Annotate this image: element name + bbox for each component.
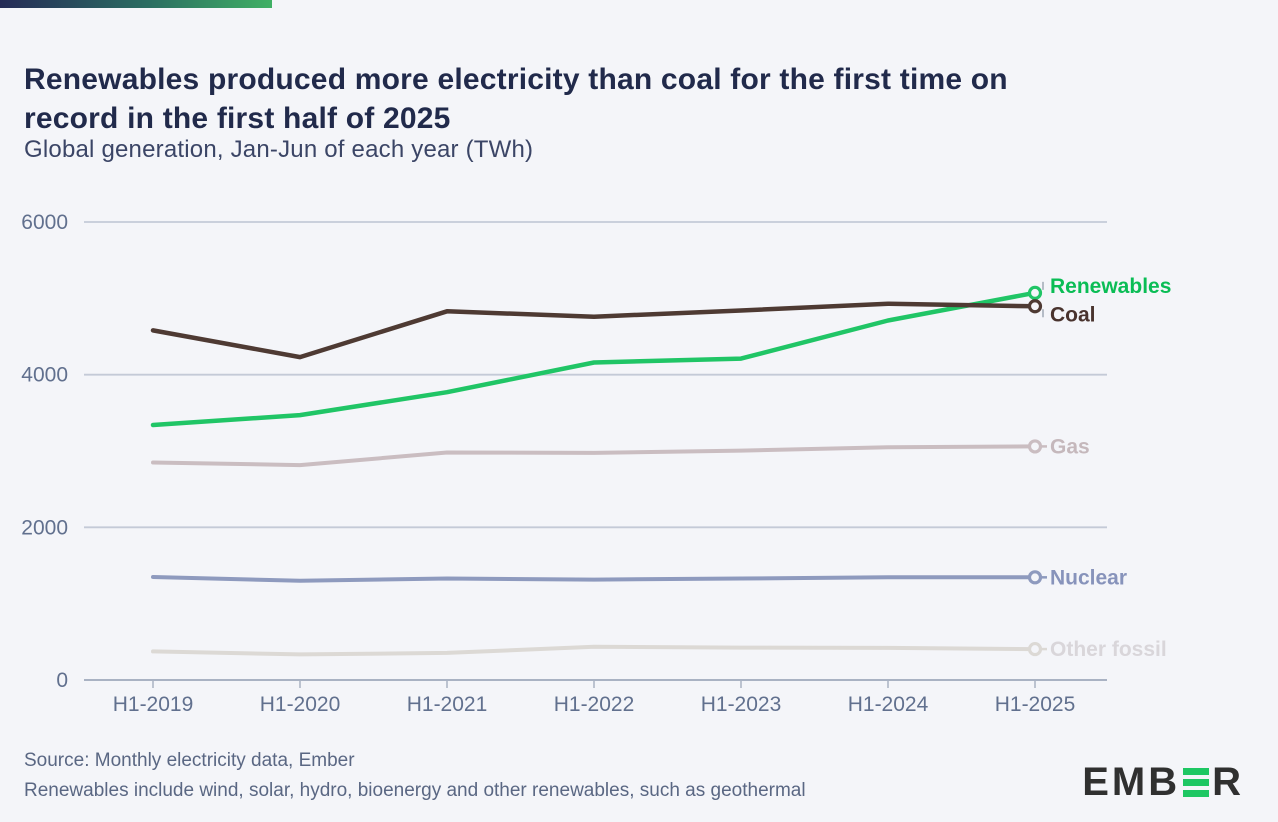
chart-subtitle: Global generation, Jan-Jun of each year … [24,136,534,163]
series-label-other-fossil: Other fossil [1050,638,1167,661]
y-tick-label-0: 0 [56,669,68,692]
endpoint-marker-renewables [1027,285,1043,300]
series-line-coal [150,301,1038,360]
series-line-nuclear [151,575,1037,583]
y-tick-label-2000: 2000 [21,516,68,539]
series-label-gas: Gas [1050,435,1090,458]
series-line-other-fossil [151,644,1037,657]
series-label-nuclear: Nuclear [1050,566,1127,589]
page-title-line-2: record in the first half of 2025 [24,102,451,136]
methodology-note: Renewables include wind, solar, hydro, b… [24,780,806,801]
ember-logo-green-e-icon [1183,768,1210,798]
page-title-line-1: Renewables produced more electricity tha… [24,63,1008,97]
y-tick-label-6000: 6000 [21,211,68,234]
series-label-renewables: Renewables [1050,275,1171,298]
endpoint-marker-gas [1027,439,1043,454]
chart-footer: Source: Monthly electricity data, Ember … [24,746,806,806]
x-tick-label-h1-2019: H1-2019 [113,693,194,716]
ember-logo: EMB R [1082,760,1244,805]
x-tick-label-h1-2022: H1-2022 [554,693,635,716]
page-title: Renewables produced more electricity tha… [24,60,1254,138]
x-tick-label-h1-2020: H1-2020 [260,693,341,716]
x-tick-label-h1-2023: H1-2023 [701,693,782,716]
x-tick-label-h1-2025: H1-2025 [995,693,1076,716]
series-label-coal: Coal [1050,303,1096,326]
brand-accent-bar [0,0,272,8]
series-line-renewables [150,290,1038,428]
ember-logo-text-left: EMB [1082,760,1181,804]
x-tick-label-h1-2024: H1-2024 [848,693,929,716]
x-tick-label-h1-2021: H1-2021 [407,693,488,716]
ember-logo-text-right: R [1212,760,1244,804]
series-line-gas [151,444,1037,468]
endpoint-marker-other-fossil [1027,641,1043,657]
source-note: Source: Monthly electricity data, Ember [24,750,355,771]
y-tick-label-4000: 4000 [21,364,68,387]
endpoint-marker-coal [1027,299,1043,314]
endpoint-marker-nuclear [1027,570,1043,585]
